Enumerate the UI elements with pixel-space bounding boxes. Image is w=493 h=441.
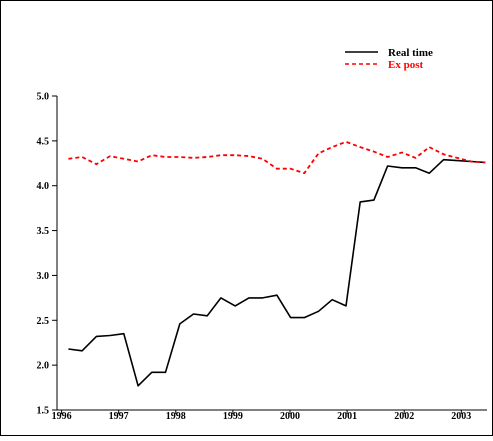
x-tick-label: 2002 <box>394 411 414 422</box>
series-layer <box>68 140 486 387</box>
legend-real-time-label: Real time <box>388 47 433 59</box>
x-tick-label: 2003 <box>451 411 471 422</box>
legend-ex-post-label: Ex post <box>388 59 423 71</box>
x-tick-label: 1998 <box>166 411 186 422</box>
x-tick-label: 2000 <box>280 411 300 422</box>
series-line-real-time <box>68 158 486 387</box>
y-tick-label: 3.0 <box>37 271 50 282</box>
y-tick-label: 4.5 <box>37 136 50 147</box>
x-tick-label: 1999 <box>223 411 243 422</box>
x-tick-label: 2001 <box>337 411 357 422</box>
series-line-ex-post <box>68 140 486 175</box>
y-tick-label: 2.5 <box>37 316 50 327</box>
y-tick-label: 5.0 <box>37 92 50 103</box>
y-tick-label: 3.5 <box>37 226 50 237</box>
axes: 1.5 2.0 2.5 3.0 3.5 4.0 4.5 5.0 1996 1997 1998 1999… <box>37 92 487 422</box>
x-tick-label: 1997 <box>109 411 129 422</box>
x-tick-label: 1996 <box>52 411 72 422</box>
y-tick-label: 1.5 <box>37 406 50 417</box>
y-tick-label: 2.0 <box>37 361 50 372</box>
y-tick-label: 4.0 <box>37 181 50 192</box>
